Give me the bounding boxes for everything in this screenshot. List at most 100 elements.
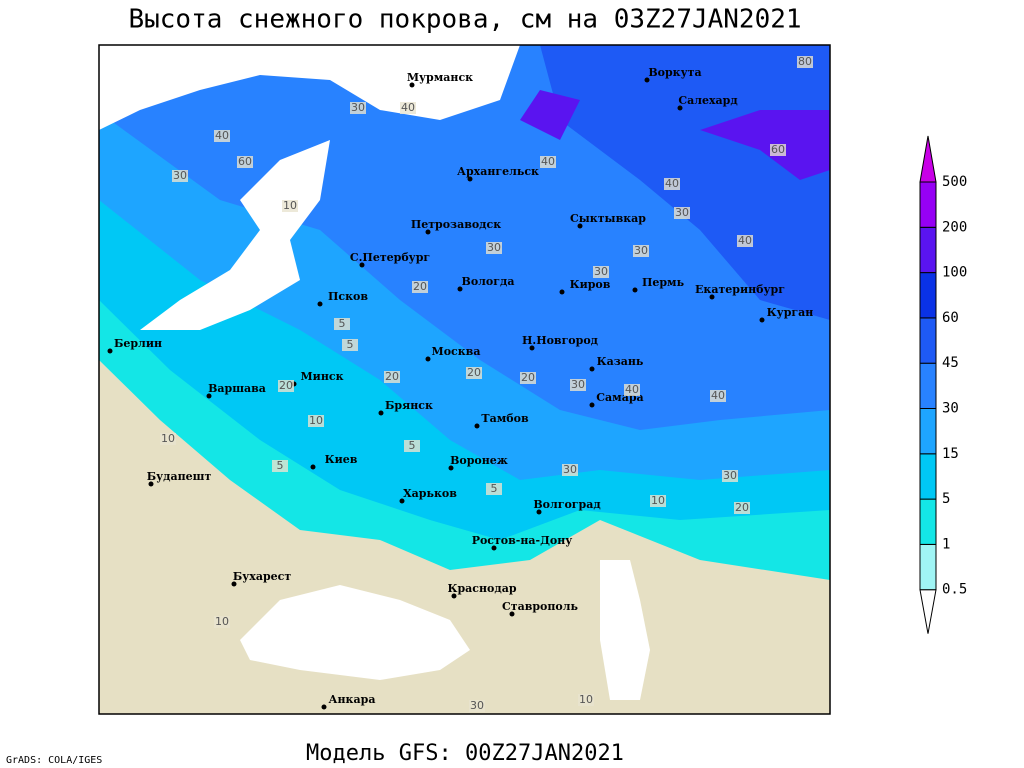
legend-swatch (919, 408, 937, 455)
contour-label: 30 (487, 241, 501, 254)
contour-label-bg (520, 372, 536, 384)
city-label: Курган (767, 306, 814, 319)
city-label: Краснодар (447, 582, 516, 595)
contour-label-bg (308, 415, 324, 427)
contour-label-bg (650, 495, 666, 507)
legend-label: 100 (942, 265, 967, 281)
contour-label: 30 (634, 244, 648, 257)
city-dot (399, 498, 405, 504)
city-label: Варшава (208, 382, 266, 395)
contour-label: 40 (665, 177, 679, 190)
contour-label: 5 (339, 317, 346, 330)
city-label: Ставрополь (502, 600, 579, 613)
contour-label-bg (172, 170, 188, 182)
city-dot (589, 366, 595, 372)
contour-label-bg (214, 130, 230, 142)
contour-label-bg (540, 156, 556, 168)
city-dot (206, 393, 212, 399)
contour-label-bg (214, 616, 230, 628)
caspian-sea (600, 560, 650, 700)
contour-label-bg (334, 318, 350, 330)
city-dot (759, 317, 765, 323)
contour-label-bg (734, 502, 750, 514)
contour-label-bg (282, 200, 298, 212)
contour-label: 40 (401, 101, 415, 114)
contour-label-bg (412, 281, 428, 293)
contour-label: 60 (238, 155, 252, 168)
city-dot (409, 82, 415, 88)
contour-label: 10 (309, 414, 323, 427)
contour-label: 10 (579, 693, 593, 706)
city-dot (509, 611, 515, 617)
contour-label: 20 (385, 370, 399, 383)
contour-label-bg (674, 207, 690, 219)
legend-bottom-arrow (919, 589, 937, 634)
contour-label-bg (486, 242, 502, 254)
legend-swatch (919, 181, 937, 228)
contour-label: 30 (723, 469, 737, 482)
contour-label-bg (278, 380, 294, 392)
city-dot (491, 545, 497, 551)
city-dot (310, 464, 316, 470)
legend-label: 0.5 (942, 582, 967, 598)
city-dot (321, 704, 327, 710)
contour-label: 5 (491, 482, 498, 495)
contour-label-bg (400, 102, 416, 114)
contour-label-bg (272, 460, 288, 472)
city-label: Брянск (385, 399, 433, 412)
city-label: Тамбов (481, 412, 529, 425)
contour-label-bg (486, 483, 502, 495)
city-label: Берлин (114, 337, 162, 350)
city-label: Сыктывкар (570, 212, 646, 225)
contour-label-bg (578, 694, 594, 706)
contour-label-bg (469, 700, 485, 712)
city-dot (677, 105, 683, 111)
legend-label: 500 (942, 174, 967, 190)
city-dot (529, 345, 535, 351)
contour-label: 10 (283, 199, 297, 212)
contour-label: 30 (173, 169, 187, 182)
city-label: Анкара (329, 693, 376, 706)
contour-label: 10 (651, 494, 665, 507)
contour-label-bg (770, 144, 786, 156)
city-label: Н.Новгород (522, 334, 598, 347)
black-sea (240, 585, 470, 680)
contour-label: 10 (161, 432, 175, 445)
contour-label: 40 (625, 383, 639, 396)
legend-label: 30 (942, 401, 959, 417)
contour-label-bg (570, 379, 586, 391)
legend-label: 15 (942, 446, 959, 462)
contour-label-bg (404, 440, 420, 452)
city-dot (467, 176, 473, 182)
city-dot (107, 348, 113, 354)
legend-swatch (919, 226, 937, 274)
city-label: Архангельск (457, 165, 539, 178)
city-dot (589, 402, 595, 408)
legend-label: 5 (942, 491, 950, 507)
contour-label-bg (664, 178, 680, 190)
contour-label: 80 (798, 55, 812, 68)
city-label: Мурманск (407, 71, 473, 84)
contour-label: 5 (277, 459, 284, 472)
legend-swatch (919, 453, 937, 500)
city-label: С.Петербург (350, 251, 431, 264)
contour-label: 30 (563, 463, 577, 476)
city-label: Екатеринбург (695, 283, 785, 296)
city-dot (451, 593, 457, 599)
contour-label: 30 (594, 265, 608, 278)
city-label: Ростов-на-Дону (472, 534, 573, 547)
contour-label-bg (342, 339, 358, 351)
contour-label: 30 (571, 378, 585, 391)
city-dot (231, 581, 237, 587)
contour-label-bg (722, 470, 738, 482)
contour-label: 5 (347, 338, 354, 351)
city-label: Воркута (648, 66, 701, 79)
title: Высота снежного покрова, см на 03Z27JAN2… (128, 5, 801, 35)
city-dot (644, 77, 650, 83)
contour-label-bg (710, 390, 726, 402)
city-label: Минск (300, 370, 343, 383)
city-label: Харьков (403, 487, 457, 500)
city-dot (457, 286, 463, 292)
city-dot (425, 229, 431, 235)
